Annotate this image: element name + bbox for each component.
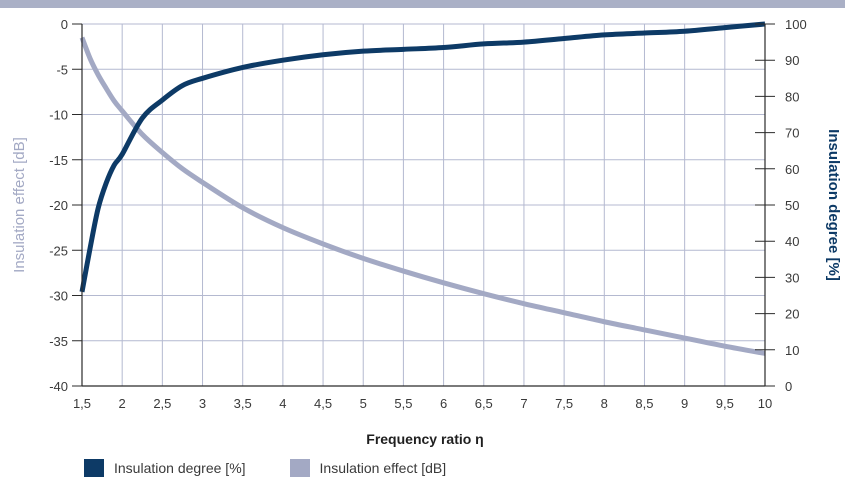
header-band	[0, 0, 845, 8]
chart-series	[79, 21, 766, 356]
y-axis-left-label: Insulation effect [dB]	[11, 137, 28, 273]
y-left-tick-label: -20	[49, 198, 68, 213]
y-right-tick-label: 40	[785, 234, 799, 249]
x-tick-label: 2	[119, 396, 126, 411]
y-right-tick-label: 90	[785, 53, 799, 68]
x-tick-label: 9,5	[716, 396, 734, 411]
y-right-tick-label: 20	[785, 307, 799, 322]
y-left-tick-label: -35	[49, 334, 68, 349]
y-right-tick-label: 100	[785, 17, 807, 32]
x-axis-label: Frequency ratio η	[366, 431, 483, 447]
legend-label-effect: Insulation effect [dB]	[319, 460, 447, 476]
x-tick-label: 7	[520, 396, 527, 411]
y-left-tick-label: 0	[61, 17, 68, 32]
y-left-tick-label: -40	[49, 379, 68, 394]
x-tick-label: 3,5	[234, 396, 252, 411]
x-tick-label: 2,5	[153, 396, 171, 411]
legend-item-effect: Insulation effect [dB]	[289, 459, 447, 477]
chart-legend: Insulation degree [%] Insulation effect …	[84, 457, 490, 479]
legend-swatch-degree	[84, 459, 104, 477]
y-right-tick-label: 50	[785, 198, 799, 213]
chart-ticks: 1,5 2 2,5 3 3,5 4 4,5 5 5,5 6 6,5 7 7,5 8 8,5 9 9,5 100-5…	[49, 17, 807, 411]
x-tick-label: 8,5	[635, 396, 653, 411]
y-left-tick-label: -15	[49, 153, 68, 168]
y-right-tick-label: 10	[785, 343, 799, 358]
x-tick-label: 4	[279, 396, 286, 411]
legend-swatch-effect	[289, 459, 310, 477]
y-right-tick-label: 30	[785, 270, 799, 285]
y-right-tick-label: 0	[785, 379, 792, 394]
x-tick-label: 4,5	[314, 396, 332, 411]
y-left-tick-label: -5	[56, 62, 68, 77]
legend-item-degree: Insulation degree [%]	[84, 459, 246, 477]
x-tick-label: 7,5	[555, 396, 573, 411]
x-tick-label: 3	[199, 396, 206, 411]
y-left-tick-label: -30	[49, 289, 68, 304]
y-axis-right-label: Insulation degree [%]	[825, 129, 842, 281]
x-tick-label: 5	[360, 396, 367, 411]
x-tick-label: 6,5	[475, 396, 493, 411]
x-tick-label: 8	[601, 396, 608, 411]
y-right-tick-label: 80	[785, 89, 799, 104]
series-line-insulation-effect	[79, 36, 766, 356]
x-tick-label: 5,5	[394, 396, 412, 411]
x-tick-label: 1,5	[73, 396, 91, 411]
y-right-tick-label: 70	[785, 126, 799, 141]
x-tick-label: 9	[681, 396, 688, 411]
y-right-tick-label: 60	[785, 162, 799, 177]
y-left-tick-label: -10	[49, 108, 68, 123]
x-tick-label: 6	[440, 396, 447, 411]
legend-label-degree: Insulation degree [%]	[114, 460, 246, 476]
x-tick-label: 10	[758, 396, 772, 411]
y-left-tick-label: -25	[49, 243, 68, 258]
series-line-insulation-degree	[79, 21, 766, 293]
